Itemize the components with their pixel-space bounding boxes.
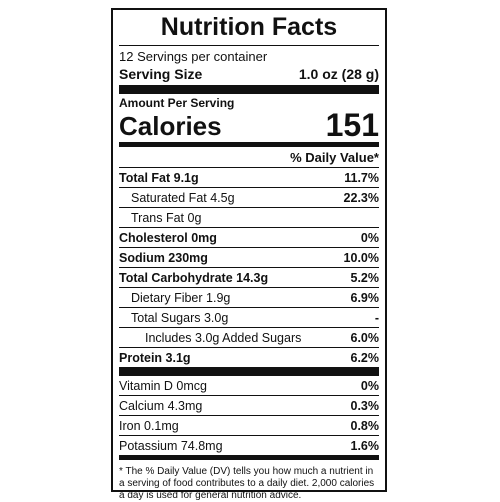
nutrient-pct: 6.0%	[350, 331, 380, 345]
footnote: * The % Daily Value (DV) tells you how m…	[119, 466, 375, 501]
calories-row: Calories 151	[119, 107, 379, 143]
footnote-divider	[119, 455, 379, 460]
servings-per-container: 12 Servings per container	[119, 49, 268, 64]
nutrient-name: Dietary Fiber 1.9g	[131, 291, 231, 305]
nutrient-name: Total Sugars 3.0g	[131, 311, 229, 325]
vitamin-name: Iron 0.1mg	[119, 419, 179, 433]
nutrient-pct: 6.2%	[350, 351, 380, 365]
nutrient-name: Protein 3.1g	[119, 351, 191, 365]
nutrient-row: Trans Fat 0g	[119, 207, 379, 227]
nutrient-row: Total Fat 9.1g 11.7%	[119, 167, 379, 187]
nutrient-row: Dietary Fiber 1.9g 6.9%	[119, 287, 379, 307]
vitamin-pct: 0.3%	[350, 399, 380, 413]
daily-value-header: % Daily Value*	[290, 150, 379, 165]
nutrient-row: Total Sugars 3.0g -	[119, 307, 379, 327]
nutrient-name: Sodium 230mg	[119, 251, 208, 265]
nutrient-row: Sodium 230mg 10.0%	[119, 247, 379, 267]
vitamin-pct: 0.8%	[350, 419, 380, 433]
nutrient-name: Includes 3.0g Added Sugars	[145, 331, 302, 345]
vitamin-row: Vitamin D 0mcg 0%	[119, 376, 379, 395]
nutrient-pct: 5.2%	[350, 271, 380, 285]
vitamin-name: Calcium 4.3mg	[119, 399, 203, 413]
serving-size-value: 1.0 oz (28 g)	[298, 66, 379, 82]
nutrient-pct: 0%	[360, 231, 379, 245]
nutrient-name: Saturated Fat 4.5g	[131, 191, 235, 205]
nutrient-pct: 10.0%	[343, 251, 379, 265]
nutrient-row: Total Carbohydrate 14.3g 5.2%	[119, 267, 379, 287]
calories-label: Calories	[119, 111, 222, 141]
nutrient-name: Total Fat 9.1g	[119, 171, 199, 185]
calories-value: 151	[325, 107, 379, 143]
nutrition-facts-label: Nutrition Facts 12 Servings per containe…	[111, 8, 387, 501]
nutrient-row: Includes 3.0g Added Sugars 6.0%	[119, 327, 379, 347]
amount-per-serving: Amount Per Serving	[119, 96, 235, 110]
vitamin-pct: 1.6%	[350, 439, 380, 453]
vitamin-row: Iron 0.1mg 0.8%	[119, 415, 379, 435]
nutrient-name: Trans Fat 0g	[131, 211, 202, 225]
nutrient-row: Cholesterol 0mg 0%	[119, 227, 379, 247]
calories-divider	[119, 142, 379, 147]
nutrient-pct: 11.7%	[344, 171, 379, 185]
nutrient-pct: 22.3%	[343, 191, 379, 205]
nutrient-row: Saturated Fat 4.5g 22.3%	[119, 187, 379, 207]
vitamin-row: Calcium 4.3mg 0.3%	[119, 395, 379, 415]
vitamin-name: Vitamin D 0mcg	[119, 379, 207, 393]
vitamin-row: Potassium 74.8mg 1.6%	[119, 435, 379, 455]
nutrient-pct: -	[374, 311, 379, 325]
vitamin-pct: 0%	[360, 379, 379, 393]
serving-size-label: Serving Size	[119, 66, 203, 82]
label-title: Nutrition Facts	[160, 13, 338, 41]
nutrient-name: Cholesterol 0mg	[119, 231, 217, 245]
nutrient-pct: 6.9%	[350, 291, 380, 305]
thick-divider	[119, 85, 379, 94]
nutrient-row: Protein 3.1g 6.2%	[119, 347, 379, 367]
vitamin-name: Potassium 74.8mg	[119, 439, 223, 453]
serving-size-row: Serving Size 1.0 oz (28 g)	[119, 65, 379, 83]
nutrient-name: Total Carbohydrate 14.3g	[119, 271, 269, 285]
title-divider	[119, 45, 379, 46]
vitamins-divider	[119, 367, 379, 376]
